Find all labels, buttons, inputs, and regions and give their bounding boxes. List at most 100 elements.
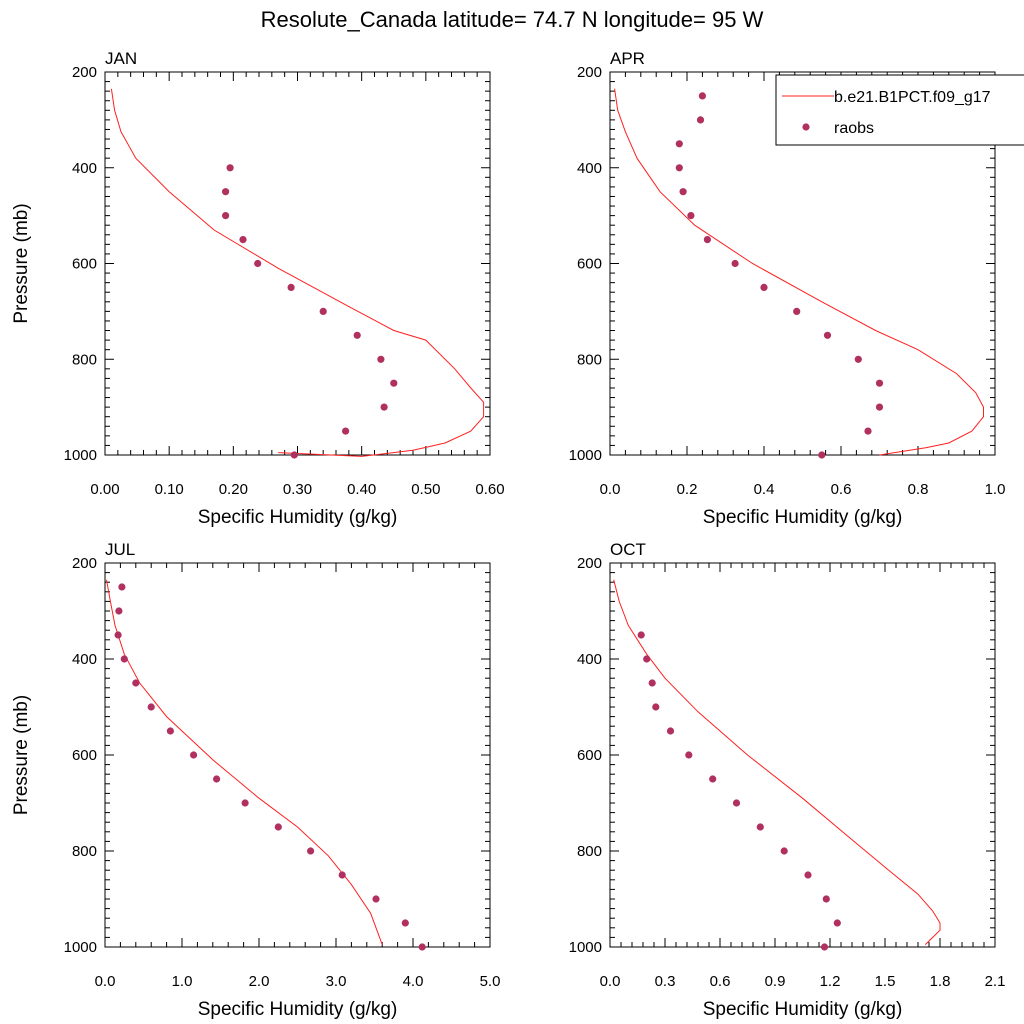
y-tick-label: 400 xyxy=(72,651,97,668)
raobs-point xyxy=(833,919,841,927)
raobs-point xyxy=(239,236,247,244)
x-tick-label: 2.0 xyxy=(249,973,270,990)
x-tick-label: 0.9 xyxy=(765,973,786,990)
y-tick-label: 1000 xyxy=(64,447,97,464)
legend-box xyxy=(775,74,1024,146)
raobs-point xyxy=(675,140,683,148)
raobs-point xyxy=(222,188,230,196)
plot-frame xyxy=(104,71,491,456)
raobs-point xyxy=(793,307,801,315)
x-tick-label: 0.40 xyxy=(347,481,376,498)
x-tick-label: 0.0 xyxy=(600,481,621,498)
x-tick-label: 0.50 xyxy=(411,481,440,498)
model-profile-line xyxy=(110,88,485,457)
y-tick-label: 1000 xyxy=(569,939,602,956)
y-tick-label: 400 xyxy=(577,651,602,668)
x-tick-label: 0.20 xyxy=(219,481,248,498)
raobs-point xyxy=(401,919,409,927)
raobs-point xyxy=(875,379,884,387)
panel-title: JAN xyxy=(105,49,137,68)
raobs-point xyxy=(342,427,350,435)
y-axis-label: Pressure (mb) xyxy=(11,203,32,323)
raobs-point xyxy=(685,751,693,759)
y-axis-label: Pressure (mb) xyxy=(11,695,32,815)
raobs-point xyxy=(118,583,126,591)
y-tick-label: 200 xyxy=(577,555,602,572)
raobs-point xyxy=(241,799,249,807)
panel-title: OCT xyxy=(610,540,646,559)
raobs-point xyxy=(274,823,282,831)
raobs-point xyxy=(115,607,123,615)
model-profile-line xyxy=(614,88,984,456)
raobs-point xyxy=(114,631,122,639)
raobs-point xyxy=(222,212,230,220)
legend-obs-swatch xyxy=(802,123,810,131)
panel-jan: JAN 200 400 600 800 1000 0.00 0.10 0.20 0.30 0.40 0… xyxy=(11,49,505,528)
x-tick-label: 0.00 xyxy=(90,481,119,498)
x-tick-label: 0.4 xyxy=(754,481,775,498)
raobs-point xyxy=(864,427,872,435)
panel-oct: OCT 200 400 600 800 1000 0.0 0.3 0.6 0.9 1.2 1.5 1.8… xyxy=(569,540,1006,1020)
raobs-point xyxy=(213,775,221,783)
x-tick-label: 1.8 xyxy=(930,973,951,990)
figure-title: Resolute_Canada latitude= 74.7 N longitu… xyxy=(261,7,764,32)
y-tick-label: 800 xyxy=(577,843,602,860)
plot-frame xyxy=(609,562,996,948)
y-tick-label: 800 xyxy=(577,351,602,368)
x-tick-label: 1.0 xyxy=(985,481,1006,498)
x-tick-label: 0.10 xyxy=(155,481,184,498)
panel-jul: JUL 200 400 600 800 1000 0.0 1.0 2.0 3.0 4.0 5.0 Spe… xyxy=(11,540,500,1020)
raobs-point xyxy=(818,451,826,459)
panel-title: APR xyxy=(610,49,645,68)
raobs-point xyxy=(822,895,830,903)
y-tick-label: 400 xyxy=(72,160,97,177)
raobs-point xyxy=(643,655,651,663)
raobs-point xyxy=(390,379,398,387)
x-axis-label: Specific Humidity (g/kg) xyxy=(703,999,903,1020)
x-tick-label: 0.2 xyxy=(677,481,698,498)
model-profile-line xyxy=(106,579,383,945)
raobs-point xyxy=(731,259,739,268)
x-axis-label: Specific Humidity (g/kg) xyxy=(198,507,398,528)
raobs-point xyxy=(319,307,327,315)
y-tick-label: 1000 xyxy=(569,447,602,464)
x-axis-label: Specific Humidity (g/kg) xyxy=(198,999,398,1020)
raobs-point xyxy=(698,92,707,100)
plot-frame xyxy=(104,562,491,948)
y-tick-label: 1000 xyxy=(64,939,97,956)
raobs-point xyxy=(652,703,660,711)
x-tick-label: 1.0 xyxy=(172,973,193,990)
raobs-point xyxy=(675,164,683,172)
raobs-point xyxy=(820,943,829,951)
panels-group: JAN 200 400 600 800 1000 0.00 0.10 0.20 0.30 0.40 0… xyxy=(11,49,1005,1020)
raobs-point xyxy=(732,799,741,807)
raobs-point xyxy=(780,847,788,855)
panel-title: JUL xyxy=(105,540,135,559)
raobs-point xyxy=(377,355,385,363)
y-tick-label: 200 xyxy=(72,64,97,81)
raobs-point xyxy=(120,655,128,663)
raobs-point xyxy=(254,259,262,268)
x-tick-label: 1.2 xyxy=(820,973,841,990)
raobs-point xyxy=(687,212,695,220)
x-tick-label: 5.0 xyxy=(480,973,501,990)
raobs-point xyxy=(226,164,234,172)
y-tick-label: 600 xyxy=(72,256,97,273)
x-tick-label: 0.60 xyxy=(475,481,504,498)
x-tick-label: 0.6 xyxy=(831,481,852,498)
y-tick-label: 400 xyxy=(577,160,602,177)
legend-obs-label: raobs xyxy=(834,120,874,137)
y-tick-label: 200 xyxy=(577,64,602,81)
x-tick-label: 3.0 xyxy=(326,973,347,990)
x-tick-label: 4.0 xyxy=(403,973,424,990)
raobs-point xyxy=(418,943,426,951)
x-tick-label: 0.0 xyxy=(600,973,621,990)
raobs-point xyxy=(380,403,388,411)
raobs-point xyxy=(290,451,298,459)
raobs-point xyxy=(760,283,768,291)
raobs-point xyxy=(307,847,315,855)
x-tick-label: 0.0 xyxy=(95,973,116,990)
raobs-point xyxy=(823,331,832,339)
y-tick-label: 600 xyxy=(577,256,602,273)
raobs-point xyxy=(648,679,656,687)
